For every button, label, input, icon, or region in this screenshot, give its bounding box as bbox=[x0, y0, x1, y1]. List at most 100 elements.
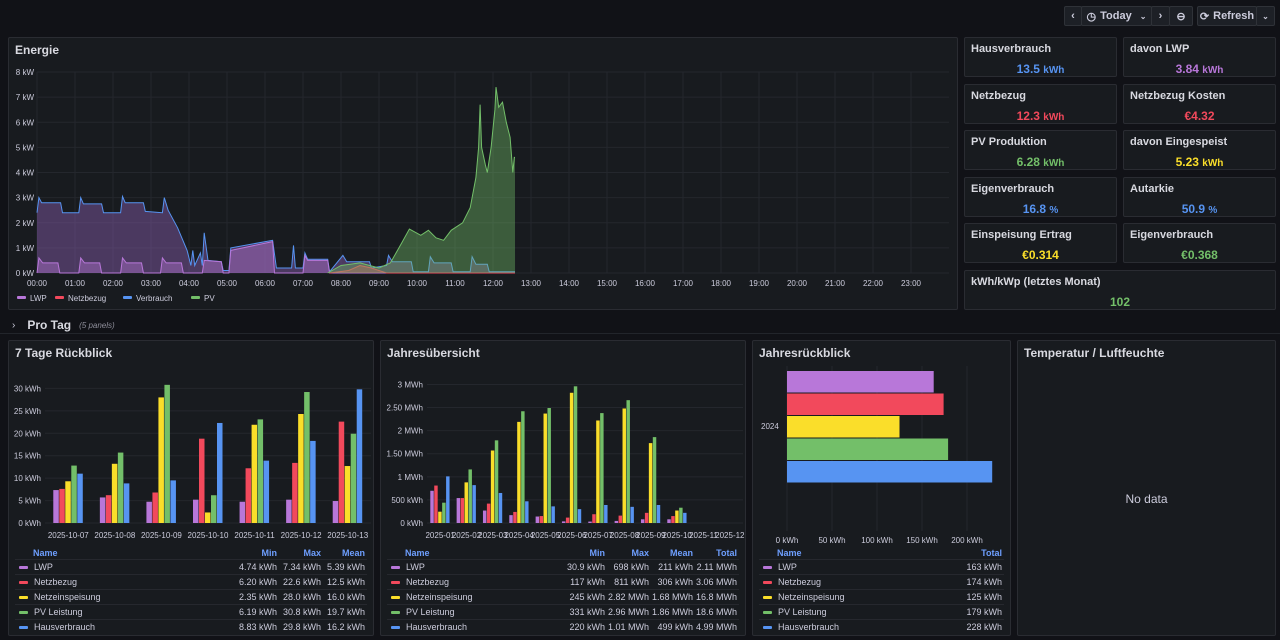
bar-lwp[interactable] bbox=[614, 520, 619, 523]
bar-pv-leistung[interactable] bbox=[679, 507, 683, 523]
legend-row[interactable]: Hausverbrauch 8.83 kWh 29.8 kWh 16.2 kWh bbox=[15, 619, 367, 634]
legend-item-netzbezug[interactable]: Netzbezug bbox=[55, 294, 106, 303]
bar-lwp[interactable] bbox=[99, 497, 106, 523]
bar-netzbezug[interactable] bbox=[644, 512, 649, 523]
legend-column-header[interactable]: Mean bbox=[669, 547, 693, 558]
bar-lwp[interactable] bbox=[509, 515, 513, 523]
bar-hausverbrauch[interactable] bbox=[356, 389, 363, 523]
refresh-button[interactable]: ⟳ Refresh bbox=[1197, 6, 1257, 26]
bar-netzeinspeisung[interactable] bbox=[543, 413, 547, 523]
bar-netzeinspeisung[interactable] bbox=[344, 466, 351, 523]
bar-lwp[interactable] bbox=[430, 490, 434, 523]
bar-lwp[interactable] bbox=[53, 490, 59, 523]
bar-pv-leistung[interactable] bbox=[304, 392, 310, 523]
bar-netzeinspeisung[interactable] bbox=[648, 443, 653, 523]
bar-netzeinspeisung[interactable] bbox=[65, 481, 71, 523]
bar-netzbezug[interactable] bbox=[787, 393, 944, 416]
legend-column-header[interactable]: Max bbox=[631, 547, 649, 558]
legend-column-header[interactable]: Min bbox=[261, 547, 278, 558]
bar-pv-leistung[interactable] bbox=[547, 408, 551, 523]
legend-item-pv[interactable]: PV bbox=[191, 294, 215, 303]
bar-hausverbrauch[interactable] bbox=[170, 480, 176, 523]
bar-lwp[interactable] bbox=[561, 521, 566, 523]
bar-netzbezug[interactable] bbox=[152, 492, 158, 523]
time-picker-button[interactable]: ◷ Today ⌄ bbox=[1081, 6, 1152, 26]
legend-row[interactable]: PV Leistung 6.19 kWh 30.8 kWh 19.7 kWh bbox=[15, 604, 367, 619]
legend-row[interactable]: Netzeinspeisung 245 kWh 2.82 MWh 1.68 MWh 16… bbox=[387, 589, 739, 604]
bar-netzbezug[interactable] bbox=[486, 503, 491, 523]
bar-lwp[interactable] bbox=[667, 519, 671, 523]
bar-pv-leistung[interactable] bbox=[211, 495, 217, 523]
bar-netzeinspeisung[interactable] bbox=[111, 463, 118, 523]
bar-hausverbrauch[interactable] bbox=[551, 506, 555, 523]
bar-netzeinspeisung[interactable] bbox=[675, 510, 679, 523]
bar-netzbezug[interactable] bbox=[245, 468, 252, 523]
bar-netzeinspeisung[interactable] bbox=[622, 408, 626, 523]
legend-item-lwp[interactable]: LWP bbox=[17, 294, 47, 303]
bar-hausverbrauch[interactable] bbox=[310, 440, 316, 523]
bar-pv-leistung[interactable] bbox=[600, 413, 604, 523]
bar-netzbezug[interactable] bbox=[618, 515, 623, 523]
time-back-button[interactable]: ‹ bbox=[1064, 6, 1082, 26]
bar-netzeinspeisung[interactable] bbox=[251, 424, 258, 523]
bar-netzeinspeisung[interactable] bbox=[596, 420, 600, 523]
legend-column-header[interactable]: Name bbox=[33, 547, 58, 558]
bar-pv-leistung[interactable] bbox=[468, 469, 472, 523]
bar-pv-leistung[interactable] bbox=[626, 400, 630, 523]
bar-lwp[interactable] bbox=[787, 371, 934, 393]
bar-lwp[interactable] bbox=[146, 501, 152, 523]
bar-netzeinspeisung[interactable] bbox=[569, 392, 574, 523]
bar-pv-leistung[interactable] bbox=[494, 440, 499, 523]
legend-row[interactable]: Netzeinspeisung 125 kWh bbox=[759, 589, 1004, 604]
bar-lwp[interactable] bbox=[286, 499, 292, 523]
legend-row[interactable]: LWP 4.74 kWh 7.34 kWh 5.39 kWh bbox=[15, 559, 367, 574]
bar-pv-leistung[interactable] bbox=[350, 433, 357, 523]
time-forward-button[interactable]: › bbox=[1151, 6, 1170, 26]
bar-netzbezug[interactable] bbox=[105, 495, 112, 523]
legend-column-header[interactable]: Name bbox=[405, 547, 430, 558]
bar-pv-leistung[interactable] bbox=[71, 465, 77, 523]
legend-row[interactable]: PV Leistung 179 kWh bbox=[759, 604, 1004, 619]
bar-hausverbrauch[interactable] bbox=[630, 506, 634, 523]
bar-lwp[interactable] bbox=[588, 521, 592, 523]
bar-hausverbrauch[interactable] bbox=[787, 461, 993, 483]
legend-column-header[interactable]: Total bbox=[981, 547, 1002, 558]
bar-netzeinspeisung[interactable] bbox=[787, 416, 900, 438]
bar-netzeinspeisung[interactable] bbox=[490, 450, 495, 523]
legend-column-header[interactable]: Max bbox=[303, 547, 321, 558]
legend-column-header[interactable]: Total bbox=[716, 547, 737, 558]
bar-netzbezug[interactable] bbox=[59, 488, 65, 523]
bar-pv-leistung[interactable] bbox=[787, 438, 949, 461]
bar-hausverbrauch[interactable] bbox=[683, 512, 687, 523]
bar-netzeinspeisung[interactable] bbox=[438, 511, 442, 523]
bar-hausverbrauch[interactable] bbox=[577, 509, 582, 523]
bar-pv-leistung[interactable] bbox=[573, 386, 578, 523]
bar-hausverbrauch[interactable] bbox=[77, 473, 83, 523]
legend-row[interactable]: Netzeinspeisung 2.35 kWh 28.0 kWh 16.0 kWh bbox=[15, 589, 367, 604]
bar-netzbezug[interactable] bbox=[292, 462, 298, 523]
refresh-interval-button[interactable]: ⌄ bbox=[1256, 6, 1275, 26]
bar-netzeinspeisung[interactable] bbox=[158, 397, 164, 523]
bar-pv-leistung[interactable] bbox=[117, 452, 124, 523]
bar-pv-leistung[interactable] bbox=[521, 411, 525, 523]
bar-pv-leistung[interactable] bbox=[442, 502, 446, 523]
bar-netzbezug[interactable] bbox=[592, 514, 596, 523]
bar-netzbezug[interactable] bbox=[671, 516, 675, 523]
bar-netzbezug[interactable] bbox=[434, 485, 438, 523]
legend-row[interactable]: LWP 30.9 kWh 698 kWh 211 kWh 2.11 MWh bbox=[387, 559, 739, 574]
bar-netzeinspeisung[interactable] bbox=[517, 421, 521, 523]
jahresuebersicht-chart[interactable]: 0 kWh 500 kWh 1 MWh 1.50 MWh 2 MWh 2.50 MWh 3 … bbox=[381, 361, 747, 546]
legend-row[interactable]: Hausverbrauch 228 kWh bbox=[759, 619, 1004, 634]
bar-lwp[interactable] bbox=[239, 501, 246, 523]
bar-netzbezug[interactable] bbox=[460, 498, 465, 523]
legend-row[interactable]: LWP 163 kWh bbox=[759, 559, 1004, 574]
bar-hausverbrauch[interactable] bbox=[525, 501, 529, 523]
bar-hausverbrauch[interactable] bbox=[656, 504, 661, 523]
bar-lwp[interactable] bbox=[332, 501, 339, 523]
bar-lwp[interactable] bbox=[640, 519, 645, 523]
bar-lwp[interactable] bbox=[456, 498, 461, 523]
bar-pv-leistung[interactable] bbox=[652, 437, 657, 523]
energie-chart[interactable]: 0 kW 1 kW 2 kW 3 kW 4 kW 5 kW 6 kW 7 kW 8 kW 00:0… bbox=[9, 38, 959, 311]
bar-pv-leistung[interactable] bbox=[164, 384, 170, 523]
legend-row[interactable]: Netzbezug 174 kWh bbox=[759, 574, 1004, 589]
